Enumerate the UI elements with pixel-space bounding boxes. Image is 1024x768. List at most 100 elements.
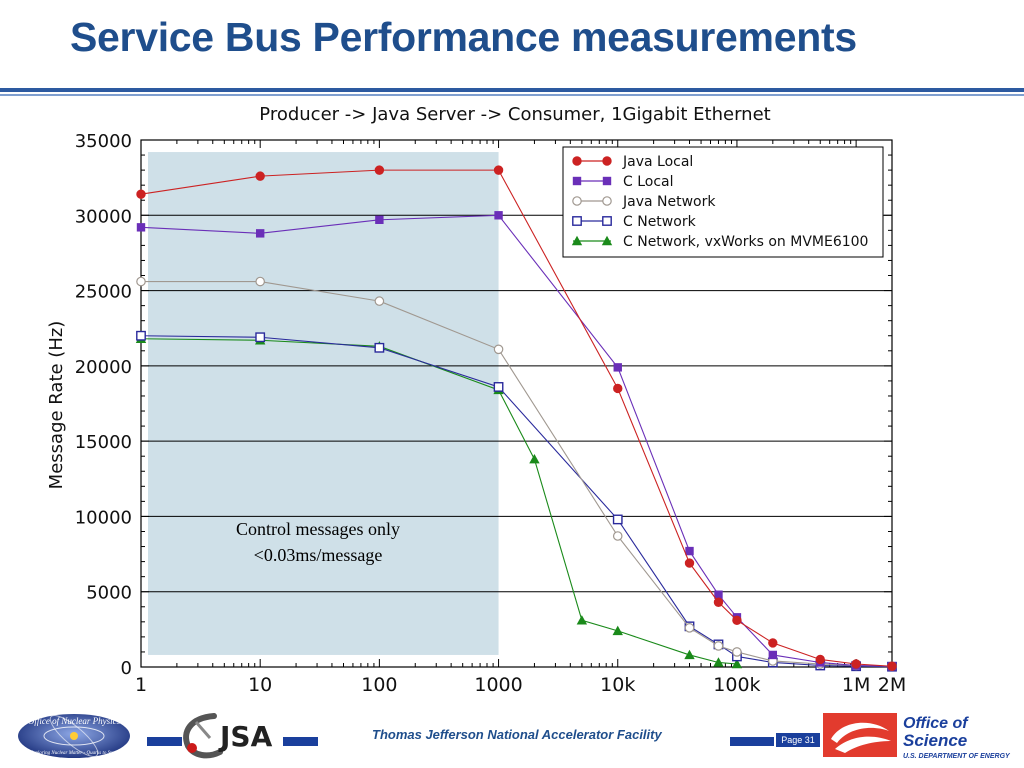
- legend-marker: [601, 235, 613, 246]
- x-tick-label: 100: [361, 674, 397, 696]
- data-point: [768, 650, 778, 660]
- data-point: [255, 171, 265, 181]
- legend: Java Local C Local Java Network C Network C …: [562, 146, 884, 258]
- y-tick-label: 5000: [86, 583, 132, 604]
- legend-marker: [602, 176, 612, 186]
- y-tick-label: 10000: [75, 507, 132, 528]
- x-tick-label: 10k: [600, 674, 635, 696]
- data-point: [887, 661, 897, 671]
- series-line: [140, 169, 893, 667]
- data-point: [255, 229, 265, 238]
- science-logo-line1: Office of: [903, 715, 969, 732]
- onp-logo-text: Office of Nuclear Physics: [28, 716, 121, 726]
- data-point: [136, 223, 146, 232]
- legend-label: Java Network: [622, 194, 716, 210]
- data-point: [714, 590, 723, 599]
- data-point: [375, 215, 384, 225]
- data-point: [684, 649, 695, 660]
- data-point: [374, 342, 385, 353]
- data-point: [255, 276, 265, 287]
- data-point: [493, 344, 504, 355]
- data-point: [613, 383, 623, 394]
- slide-title: Service Bus Performance measurements: [70, 14, 857, 60]
- data-point: [851, 659, 861, 669]
- footer-bar: [283, 737, 318, 746]
- plot-frame: [140, 139, 893, 668]
- data-point: [685, 546, 694, 556]
- x-tick-label: 2M: [878, 674, 906, 696]
- legend-marker: [571, 235, 583, 246]
- data-point: [713, 597, 724, 607]
- data-point: [613, 363, 622, 372]
- legend-marker: [572, 196, 582, 206]
- data-point: [136, 276, 146, 287]
- axes: 0 5000 10000 15000 20000 25000 30000 35000 1 10 10…: [75, 131, 907, 696]
- y-tick-label: 15000: [75, 432, 132, 453]
- data-point: [731, 658, 743, 669]
- legend-label: C Network: [623, 214, 697, 230]
- office-of-nuclear-physics-logo: Office of Nuclear Physics Exploring Nucl…: [18, 714, 130, 758]
- region-annotation-line-1: Control messages only: [236, 519, 400, 539]
- y-tick-label: 0: [121, 658, 132, 679]
- y-tick-label: 20000: [75, 357, 132, 378]
- legend-marker: [602, 156, 612, 166]
- data-series: [135, 165, 897, 672]
- data-point: [684, 623, 695, 633]
- facility-name: Thomas Jefferson National Accelerator Fa…: [372, 727, 662, 742]
- data-point: [612, 531, 623, 541]
- data-point: [493, 382, 504, 392]
- data-point: [713, 657, 724, 667]
- y-axis-label: Message Rate (Hz): [46, 321, 67, 490]
- data-point: [732, 615, 742, 626]
- series-line: [141, 280, 893, 667]
- legend-marker: [572, 156, 582, 166]
- data-point: [713, 641, 724, 651]
- footer-bar: [147, 737, 182, 746]
- jsa-logo-text: JSA: [218, 720, 273, 753]
- data-point: [529, 454, 540, 464]
- data-point: [493, 165, 504, 175]
- legend-marker: [572, 176, 582, 186]
- legend-marker: [602, 216, 612, 226]
- data-point: [374, 296, 385, 306]
- data-point: [576, 615, 588, 625]
- science-logo-line2: Science: [903, 731, 967, 750]
- legend-marker: [602, 196, 612, 206]
- title-divider: [0, 88, 1024, 92]
- page-number: Page 31: [776, 733, 820, 747]
- data-point: [732, 647, 742, 657]
- office-of-science-logo: Office of Science U.S. DEPARTMENT OF ENE…: [823, 713, 1011, 760]
- data-point: [612, 625, 623, 636]
- science-logo-line3: U.S. DEPARTMENT OF ENERGY: [903, 753, 1011, 760]
- y-tick-label: 30000: [75, 206, 132, 227]
- onp-logo-ring-text: Exploring Nuclear Matter - Quarks to Sta…: [29, 751, 118, 756]
- data-point: [612, 514, 623, 525]
- legend-marker: [572, 216, 582, 226]
- title-divider-thin: [0, 94, 1024, 96]
- data-point: [136, 189, 146, 199]
- x-tick-label: 1000: [474, 674, 522, 696]
- x-tick-label: 1M: [842, 674, 870, 696]
- y-tick-label: 35000: [75, 131, 132, 152]
- data-point: [255, 332, 266, 343]
- legend-box: [562, 146, 884, 258]
- data-point: [815, 654, 825, 665]
- footer-bar: [730, 737, 774, 746]
- data-point: [374, 165, 385, 175]
- legend-label: C Local: [623, 174, 674, 190]
- series-line: [140, 214, 893, 667]
- region-annotation-line-2: <0.03ms/message: [254, 545, 383, 565]
- performance-chart: 0 5000 10000 15000 20000 25000 30000 35000 1 10 10…: [46, 104, 907, 696]
- x-tick-label: 1: [135, 674, 147, 696]
- data-point: [768, 638, 778, 648]
- data-point: [684, 558, 695, 568]
- chart-title: Producer -> Java Server -> Consumer, 1Gi…: [259, 104, 770, 125]
- jsa-logo: JSA: [183, 713, 273, 759]
- y-tick-label: 25000: [75, 282, 132, 303]
- series-line: [140, 338, 737, 665]
- data-point: [494, 211, 503, 220]
- data-point: [136, 330, 146, 341]
- x-tick-label: 100k: [713, 674, 760, 696]
- x-tick-label: 10: [248, 674, 272, 696]
- series-line: [140, 335, 893, 668]
